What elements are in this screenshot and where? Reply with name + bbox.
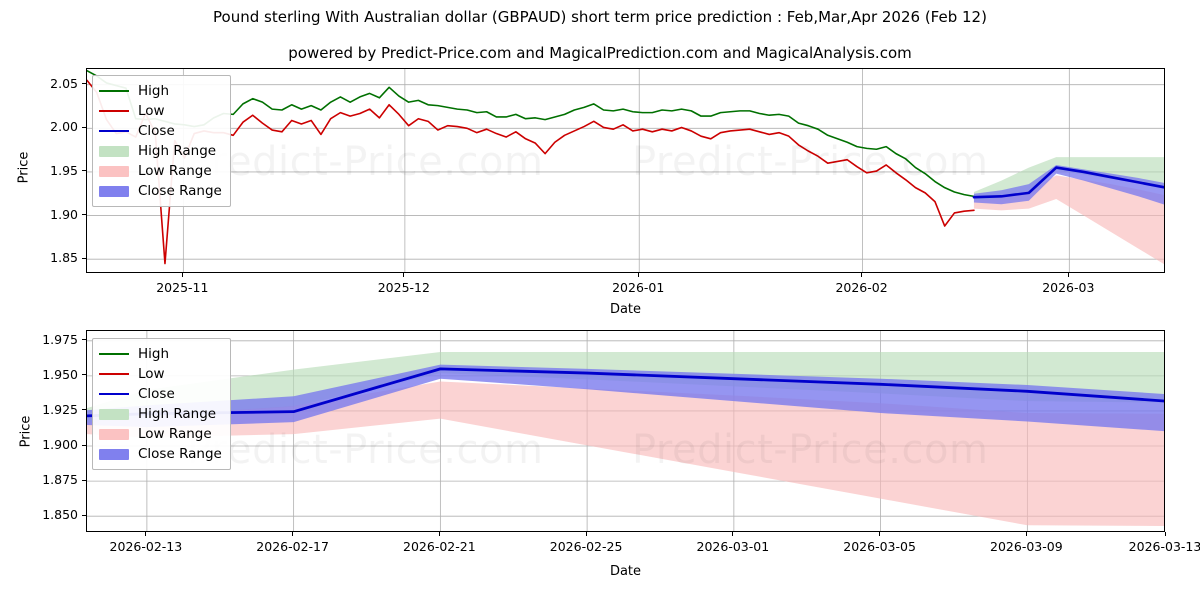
legend-item-low-range[interactable]: Low Range bbox=[99, 424, 222, 444]
top-chart-x-tick-label: 2026-02 bbox=[835, 280, 888, 295]
x-axis-label-bottom: Date bbox=[609, 564, 642, 579]
legend-item-high-range[interactable]: High Range bbox=[99, 404, 222, 424]
chart-legend-bottom: High Low Close High Range Low Range Close Ran… bbox=[92, 338, 231, 470]
high-price-line bbox=[87, 69, 975, 198]
bottom-chart-x-tickmark bbox=[292, 532, 294, 536]
chart-legend-top: High Low Close High Range Low Range Close Ran… bbox=[92, 75, 231, 207]
legend-label: Close bbox=[138, 123, 175, 139]
bottom-chart-x-tick-label: 2026-02-21 bbox=[403, 539, 476, 554]
top-chart-y-tick-label: 1.90 bbox=[50, 206, 78, 222]
top-chart-y-tick-label: 1.85 bbox=[50, 250, 78, 266]
historical-price-chart: Predict-Price.com Predict-Price.com High… bbox=[86, 68, 1165, 273]
legend-label: Close Range bbox=[138, 183, 222, 199]
figure-title: Pound sterling With Australian dollar (G… bbox=[213, 8, 987, 26]
bottom-chart-y-tick-label: 1.950 bbox=[42, 366, 78, 382]
top-chart-y-tick-label: 1.95 bbox=[50, 162, 78, 178]
legend-item-close-range[interactable]: Close Range bbox=[99, 444, 222, 464]
bottom-chart-x-tickmark bbox=[438, 532, 440, 536]
legend-label: High Range bbox=[138, 406, 217, 422]
top-chart-x-tickmark bbox=[861, 273, 863, 277]
top-chart-x-tickmark bbox=[403, 273, 405, 277]
bottom-chart-x-tick-label: 2026-02-25 bbox=[549, 539, 623, 554]
bottom-chart-y-tick-label: 1.850 bbox=[42, 507, 78, 523]
legend-swatch-close-icon bbox=[99, 387, 129, 401]
legend-label: Low bbox=[138, 103, 165, 119]
forecast-detail-chart: Predict-Price.com Predict-Price.com High… bbox=[86, 330, 1165, 532]
legend-item-low[interactable]: Low bbox=[99, 364, 222, 384]
top-chart-y-tick-label: 2.05 bbox=[50, 75, 78, 91]
legend-item-high-range[interactable]: High Range bbox=[99, 141, 222, 161]
top-chart-y-tick-label: 2.00 bbox=[50, 119, 78, 135]
legend-swatch-low-range-icon bbox=[99, 428, 129, 440]
legend-swatch-low-icon bbox=[99, 104, 129, 118]
bottom-chart-y-tickmark bbox=[82, 444, 86, 446]
top-chart-y-tickmark bbox=[82, 214, 86, 216]
legend-swatch-high-range-icon bbox=[99, 408, 129, 420]
top-chart-x-tick-label: 2025-11 bbox=[156, 280, 209, 295]
legend-label: Low Range bbox=[138, 426, 212, 442]
legend-swatch-close-range-icon bbox=[99, 185, 129, 197]
legend-label: High bbox=[138, 346, 170, 362]
bottom-chart-x-tickmark bbox=[879, 532, 881, 536]
legend-item-close[interactable]: Close bbox=[99, 384, 222, 404]
x-axis-label-top: Date bbox=[609, 302, 642, 317]
top-chart-x-tickmark bbox=[637, 273, 639, 277]
bottom-chart-x-tick-label: 2026-02-13 bbox=[109, 539, 183, 554]
legend-swatch-close-range-icon bbox=[99, 448, 129, 460]
bottom-chart-y-tick-label: 1.900 bbox=[42, 437, 78, 453]
top-chart-x-tick-label: 2026-03 bbox=[1042, 280, 1095, 295]
legend-label: High Range bbox=[138, 143, 217, 159]
bottom-chart-y-tick-label: 1.925 bbox=[42, 401, 78, 417]
top-chart-y-tickmark bbox=[82, 257, 86, 259]
bottom-chart-y-tickmark bbox=[82, 409, 86, 411]
legend-swatch-close-icon bbox=[99, 124, 129, 138]
top-chart-x-tickmark bbox=[1067, 273, 1069, 277]
high-range-band bbox=[87, 352, 1164, 423]
bottom-chart-x-tick-label: 2026-03-09 bbox=[990, 539, 1063, 554]
legend-item-close-range[interactable]: Close Range bbox=[99, 181, 222, 201]
legend-item-low[interactable]: Low bbox=[99, 101, 222, 121]
top-chart-x-tickmark bbox=[181, 273, 183, 277]
top-chart-y-tickmark bbox=[82, 126, 86, 128]
legend-item-low-range[interactable]: Low Range bbox=[99, 161, 222, 181]
bottom-chart-y-tickmark bbox=[82, 514, 86, 516]
legend-label: Close Range bbox=[138, 446, 222, 462]
bottom-chart-x-tickmark bbox=[1164, 532, 1166, 536]
bottom-chart-x-tick-label: 2026-03-01 bbox=[696, 539, 770, 554]
top-chart-x-tick-label: 2025-12 bbox=[377, 280, 430, 295]
figure-subtitle: powered by Predict-Price.com and Magical… bbox=[288, 44, 912, 62]
legend-label: Low Range bbox=[138, 163, 212, 179]
legend-label: Low bbox=[138, 366, 165, 382]
bottom-chart-y-tick-label: 1.875 bbox=[42, 472, 78, 488]
legend-item-high[interactable]: High bbox=[99, 81, 222, 101]
bottom-chart-x-tickmark bbox=[145, 532, 147, 536]
bottom-chart-x-tick-label: 2026-03-13 bbox=[1128, 539, 1200, 554]
legend-swatch-high-range-icon bbox=[99, 145, 129, 157]
legend-swatch-high-icon bbox=[99, 347, 129, 361]
bottom-chart-y-tickmark bbox=[82, 374, 86, 376]
top-chart-y-tickmark bbox=[82, 170, 86, 172]
legend-swatch-low-icon bbox=[99, 367, 129, 381]
bottom-chart-x-tickmark bbox=[1025, 532, 1027, 536]
bottom-chart-y-tickmark bbox=[82, 339, 86, 341]
top-chart-x-tick-label: 2026-01 bbox=[612, 280, 665, 295]
bottom-chart-x-tickmark bbox=[732, 532, 734, 536]
legend-swatch-high-icon bbox=[99, 84, 129, 98]
legend-item-high[interactable]: High bbox=[99, 344, 222, 364]
close-range-band bbox=[87, 364, 1164, 432]
low-range-band bbox=[87, 381, 1164, 526]
close-forecast-line bbox=[972, 166, 1164, 199]
bottom-chart-y-tickmark bbox=[82, 479, 86, 481]
legend-swatch-low-range-icon bbox=[99, 165, 129, 177]
top-chart-y-tickmark bbox=[82, 83, 86, 85]
legend-label: High bbox=[138, 83, 170, 99]
legend-item-close[interactable]: Close bbox=[99, 121, 222, 141]
bottom-chart-y-tick-label: 1.975 bbox=[42, 331, 78, 347]
bottom-chart-x-tickmark bbox=[585, 532, 587, 536]
bottom-chart-x-tick-label: 2026-02-17 bbox=[256, 539, 329, 554]
bottom-chart-x-tick-label: 2026-03-05 bbox=[843, 539, 916, 554]
legend-label: Close bbox=[138, 386, 175, 402]
low-price-line bbox=[87, 79, 975, 265]
